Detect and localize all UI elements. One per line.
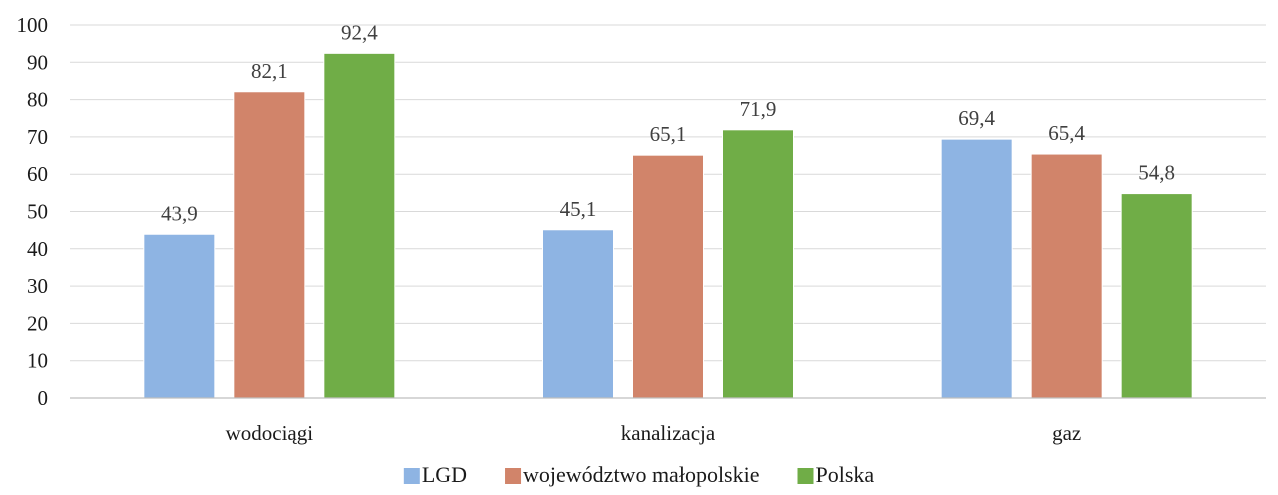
bar-lgd-0 [143,233,216,399]
bar-polska-2 [1120,193,1193,399]
y-tick-label: 30 [27,274,48,298]
data-label: 92,4 [341,20,378,44]
y-tick-label: 0 [38,386,49,410]
data-label: 65,1 [650,122,687,146]
y-tick-label: 70 [27,125,48,149]
y-tick-label: 20 [27,311,48,335]
data-label: 65,4 [1048,121,1085,145]
x-axis: wodociągi kanalizacja gaz [70,397,1266,445]
legend-swatch [505,468,522,484]
legend: LGD województwo małopolskie Polska [403,462,875,487]
legend-label: LGD [422,462,467,487]
y-tick-label: 90 [27,50,48,74]
data-label: 71,9 [740,97,777,121]
x-category-label: kanalizacja [621,421,716,445]
data-label: 45,1 [560,197,597,221]
bar-polska-0 [323,52,396,399]
bar-wojewodztwo-2 [1030,153,1103,399]
y-tick-label: 40 [27,237,48,261]
bar-lgd-1 [542,229,614,399]
data-label: 69,4 [958,106,995,130]
x-category-label: wodociągi [226,421,314,445]
y-tick-label: 10 [27,349,48,373]
y-axis-ticks: 0 10 20 30 40 50 60 70 80 90 100 [17,13,49,410]
y-tick-label: 80 [27,88,48,112]
bar-wojewodztwo-0 [233,91,306,399]
y-tick-label: 50 [27,200,48,224]
y-tick-label: 100 [17,13,49,37]
data-label: 54,8 [1138,161,1175,185]
legend-label: Polska [816,462,875,487]
bar-wojewodztwo-1 [632,154,704,399]
data-label: 82,1 [251,59,288,83]
legend-swatch [403,468,420,484]
bar-lgd-2 [940,138,1013,399]
legend-label: województwo małopolskie [523,462,759,487]
bars [143,52,1193,399]
data-labels: 43,9 82,1 92,4 45,1 65,1 71,9 69,4 65,4 54,8 [161,20,1175,225]
x-category-label: gaz [1052,421,1081,445]
data-label: 43,9 [161,201,198,225]
legend-swatch [797,468,814,484]
y-tick-label: 60 [27,162,48,186]
bar-polska-1 [722,129,794,399]
